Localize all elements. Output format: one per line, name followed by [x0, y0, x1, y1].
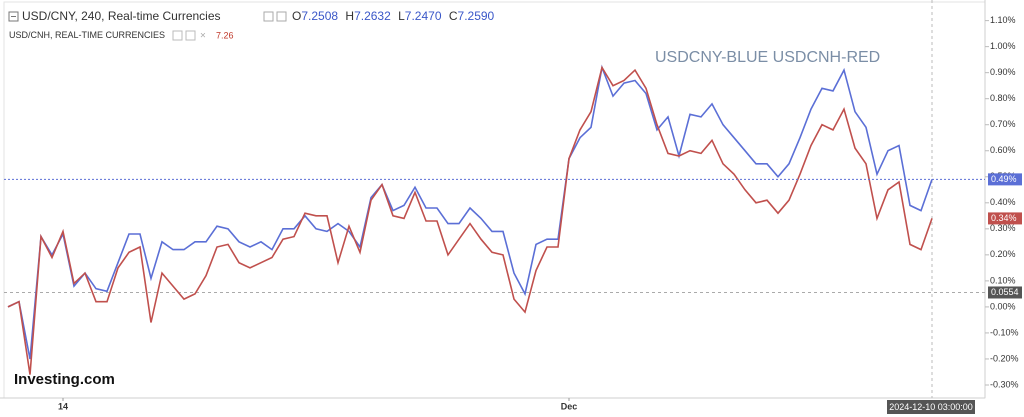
ohlc-value: 7.2508	[301, 9, 338, 23]
settings-icon[interactable]	[263, 11, 274, 22]
ohlc: O7.2508 H7.2632 L7.2470 C7.2590	[292, 9, 495, 23]
main-legend: USD/CNY, 240, Real-time Currencies	[22, 9, 221, 23]
ohlc-value: 7.2590	[458, 9, 495, 23]
y-tick-label: 0.40%	[990, 197, 1016, 207]
compare-legend: USD/CNH, REAL-TIME CURRENCIES	[9, 30, 165, 40]
y-tick-label: 1.00%	[990, 41, 1016, 51]
y-tick-label: 0.10%	[990, 275, 1016, 285]
hide-icon[interactable]	[185, 30, 196, 41]
hide-icon[interactable]	[276, 11, 287, 22]
y-tick-label: -0.30%	[990, 379, 1019, 389]
ohlc-key: L	[398, 9, 405, 23]
y-tick-label: 0.70%	[990, 119, 1016, 129]
crosshair-label: 2024-12-10 03:00:00	[889, 402, 973, 412]
symbol: USD/CNY	[22, 9, 76, 23]
ohlc-value: 7.2632	[354, 9, 391, 23]
y-tick-label: -0.20%	[990, 353, 1019, 363]
last-value-box	[988, 212, 1022, 225]
crosshair-box	[887, 400, 975, 414]
ohlc-key: H	[345, 9, 354, 23]
ohlc-key: C	[449, 9, 458, 23]
x-tick-label: Dec	[561, 401, 578, 411]
y-tick-label: 1.10%	[990, 15, 1016, 25]
symbol: USD/CNH	[9, 30, 50, 40]
last-value-box	[988, 173, 1022, 186]
y-tick-label: 0.90%	[990, 67, 1016, 77]
collapse-icon[interactable]	[8, 11, 19, 22]
settings-icon[interactable]	[172, 30, 183, 41]
y-tick-label: 0.80%	[990, 93, 1016, 103]
x-tick-label: 14	[58, 401, 68, 411]
remove-icon[interactable]: ×	[200, 31, 206, 42]
ohlc-key: O	[292, 9, 301, 23]
reference-label: 0.0554	[991, 287, 1019, 297]
y-tick-label: 0.60%	[990, 145, 1016, 155]
line-series	[7, 65, 933, 375]
annotation: USDCNY-BLUE USDCNH-RED	[655, 49, 880, 66]
last-value-label: 0.49%	[991, 174, 1017, 184]
reference-box	[988, 286, 1022, 299]
watermark: Investing.com	[14, 371, 115, 388]
symbol-details: , REAL-TIME CURRENCIES	[50, 30, 165, 40]
y-tick-label: -0.10%	[990, 327, 1019, 337]
y-tick-label: 0.00%	[990, 301, 1016, 311]
compare-value: 7.26	[216, 30, 234, 40]
last-value-label: 0.34%	[991, 213, 1017, 223]
symbol-details: , 240, Real-time Currencies	[74, 9, 220, 23]
y-tick-label: 0.20%	[990, 249, 1016, 259]
ohlc-value: 7.2470	[405, 9, 442, 23]
line-series	[7, 64, 933, 360]
y-tick-label: 0.30%	[990, 223, 1016, 233]
